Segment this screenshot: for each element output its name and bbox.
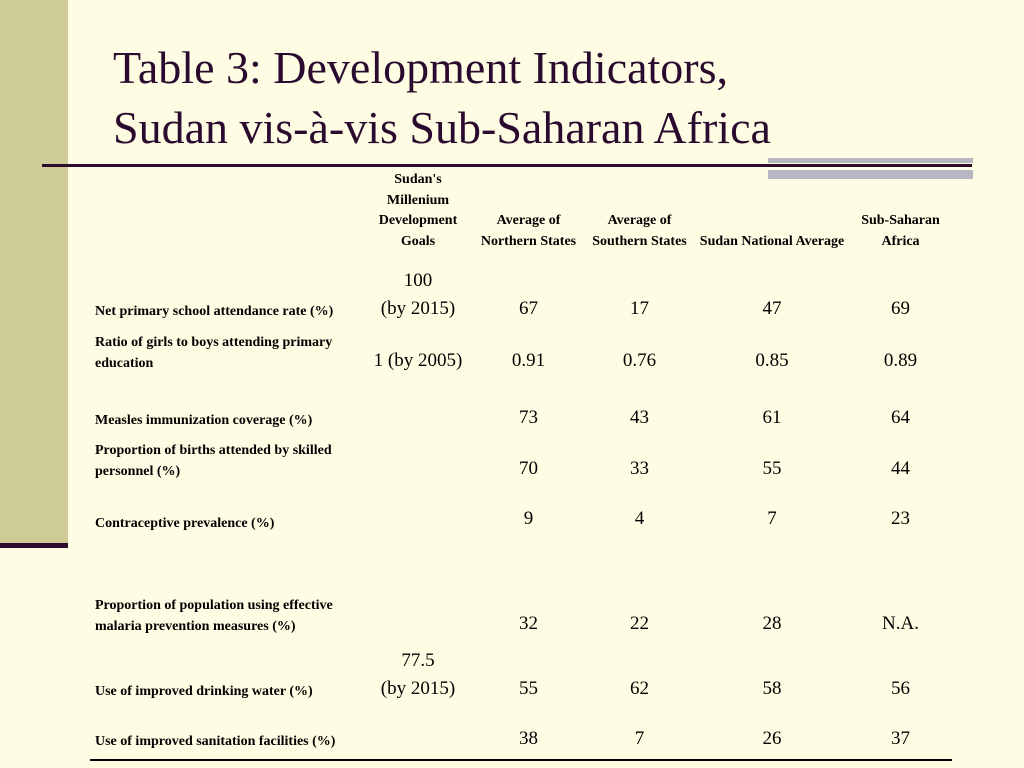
row-label: Ratio of girls to boys attending primary…: [95, 335, 333, 371]
southern-value: 4: [634, 508, 645, 529]
northern-value: 9: [523, 508, 534, 529]
goal-cell: [363, 709, 473, 761]
national-value: 7: [767, 508, 777, 529]
table-row: Net primary school attendance rate (%) 1…: [90, 267, 952, 329]
table-row: Proportion of births attended by skilled…: [90, 438, 952, 489]
table-header-row: Sudan's Millenium Development Goals Aver…: [90, 170, 952, 267]
northern-value: 55: [519, 678, 538, 699]
slide-title: Table 3: Development Indicators, Sudan v…: [113, 38, 973, 158]
southern-value: 0.76: [622, 350, 657, 371]
table-row: Use of improved drinking water (%) 77.5 …: [90, 644, 952, 709]
goal-value: 77.5: [401, 650, 435, 671]
southern-value: 33: [630, 458, 649, 479]
goal-cell: 77.5 (by 2015): [363, 644, 473, 709]
national-value: 26: [695, 709, 849, 761]
table-row: Proportion of population using effective…: [90, 541, 952, 644]
national-value: 61: [762, 407, 782, 428]
northern-value: 67: [519, 298, 538, 319]
table-row: Contraceptive prevalence (%) 9 4 7 23: [90, 489, 952, 541]
slide-title-line-1: Table 3: Development Indicators,: [113, 42, 729, 93]
title-divider: [42, 164, 972, 167]
northern-value: 73: [519, 407, 538, 428]
header-indicator: [90, 170, 363, 267]
goal-cell: [363, 489, 473, 541]
northern-value: 70: [519, 458, 538, 479]
national-value: 55: [762, 458, 782, 479]
national-value: 0.85: [755, 350, 789, 371]
header-goals: Sudan's Millenium Development Goals: [378, 172, 458, 249]
goal-value: 1 (by 2005): [373, 350, 463, 371]
ssa-value: 56: [891, 678, 910, 699]
header-northern: Average of Northern States: [480, 213, 577, 249]
row-label: Net primary school attendance rate (%): [95, 303, 334, 319]
ssa-value: 69: [891, 298, 910, 319]
northern-value: 38: [473, 709, 584, 761]
ssa-value: 44: [891, 458, 910, 479]
national-value: 58: [762, 678, 782, 699]
row-label: Proportion of births attended by skilled…: [95, 443, 332, 479]
row-label: Contraceptive prevalence (%): [95, 515, 275, 531]
southern-value: 22: [630, 613, 649, 634]
goal-cell: 1 (by 2005): [363, 329, 473, 381]
row-label: Use of improved sanitation facilities (%…: [90, 709, 363, 761]
goal-cell: [363, 438, 473, 489]
southern-value: 43: [630, 407, 649, 428]
accent-rule-thin: [768, 158, 973, 163]
row-label: Use of improved drinking water (%): [95, 683, 313, 699]
southern-value: 7: [584, 709, 695, 761]
table-row: Measles immunization coverage (%) 73 43 …: [90, 381, 952, 438]
national-value: 28: [762, 613, 782, 634]
side-decoration-bar: [0, 0, 68, 545]
accent-rule-thick: [768, 170, 973, 179]
northern-value: 32: [519, 613, 538, 634]
goal-cell: 100 (by 2015): [363, 267, 473, 329]
row-label: Proportion of population using effective…: [95, 598, 333, 634]
table-row: Use of improved sanitation facilities (%…: [90, 709, 952, 761]
header-southern: Average of Southern States: [592, 213, 687, 249]
header-national: Sudan National Average: [699, 233, 845, 249]
row-label: Measles immunization coverage (%): [95, 412, 313, 428]
ssa-value: 23: [891, 508, 910, 529]
goal-value: 100: [403, 270, 433, 291]
ssa-value: N.A.: [882, 613, 919, 634]
national-value: 47: [762, 298, 782, 319]
southern-value: 17: [630, 298, 649, 319]
ssa-value: 64: [891, 407, 910, 428]
southern-value: 62: [630, 678, 649, 699]
header-ssa: Sub-Saharan Africa: [861, 213, 940, 249]
goal-deadline: (by 2015): [380, 678, 456, 699]
table-row: Ratio of girls to boys attending primary…: [90, 329, 952, 381]
northern-value: 0.91: [511, 350, 546, 371]
goal-cell: [363, 381, 473, 438]
goal-deadline: (by 2015): [380, 298, 456, 319]
indicators-table: Sudan's Millenium Development Goals Aver…: [90, 170, 952, 761]
ssa-value: 37: [849, 709, 952, 761]
ssa-value: 0.89: [883, 350, 918, 371]
goal-cell: [363, 541, 473, 644]
side-decoration-edge: [0, 543, 68, 548]
slide-title-line-2: Sudan vis-à-vis Sub-Saharan Africa: [113, 102, 771, 153]
